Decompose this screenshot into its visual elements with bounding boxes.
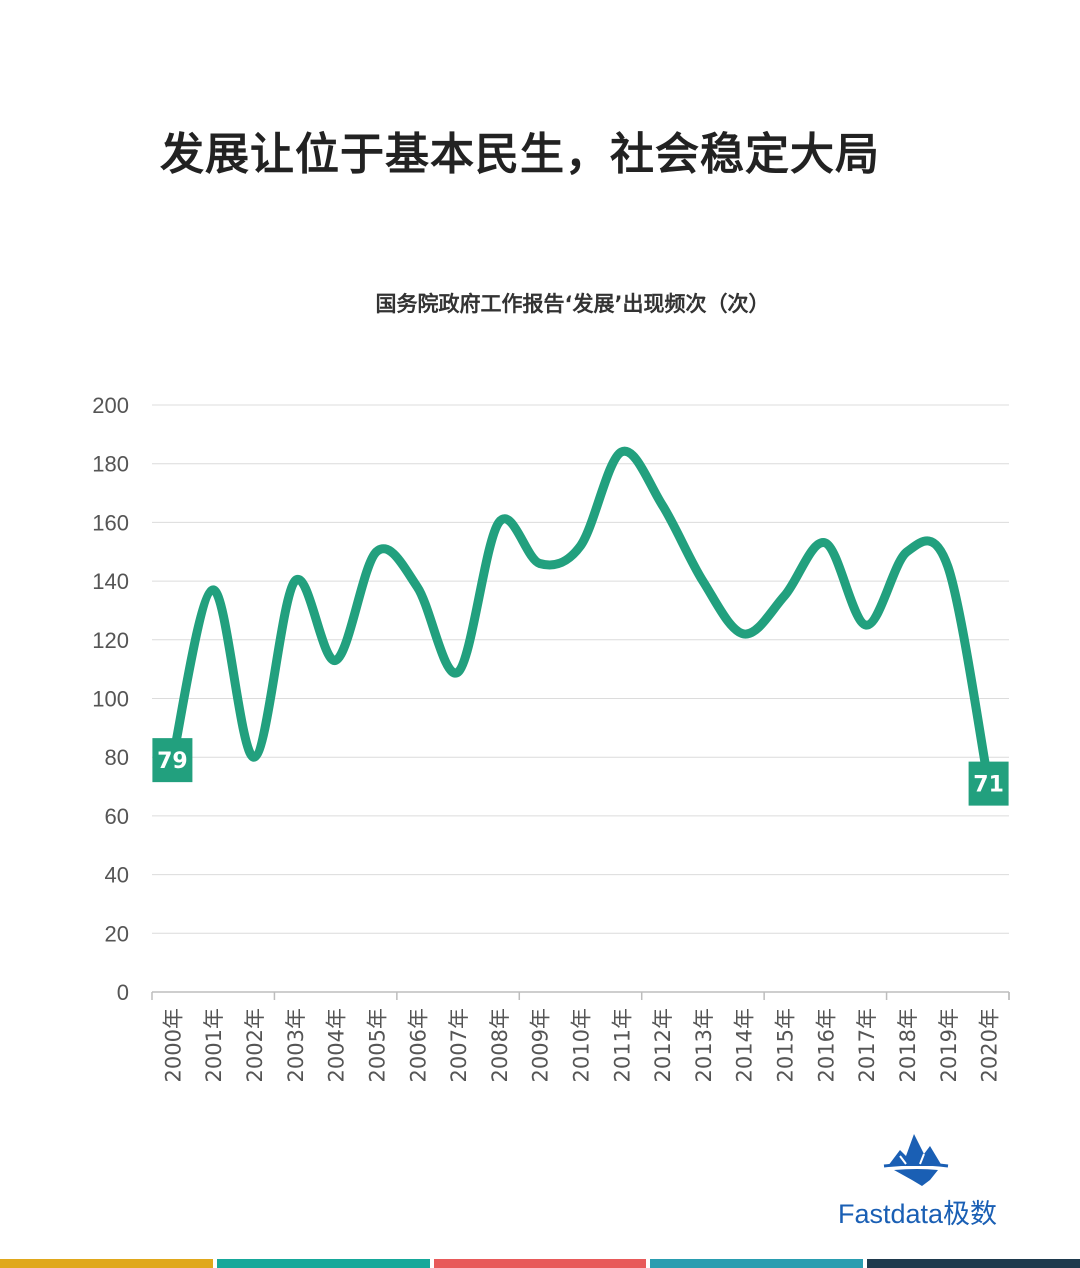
chart-title: 国务院政府工作报告‘发展’出现频次（次）	[375, 292, 770, 316]
x-tick-label: 2000年	[161, 1008, 185, 1082]
y-tick-label: 80	[105, 745, 129, 770]
y-tick-label: 20	[105, 921, 129, 946]
y-tick-label: 60	[105, 804, 129, 829]
y-tick-label: 0	[117, 980, 129, 1005]
y-tick-label: 160	[92, 510, 129, 535]
x-tick-label: 2008年	[488, 1008, 512, 1082]
x-tick-label: 2016年	[814, 1008, 838, 1082]
data-labels: 79 71	[152, 738, 1009, 806]
footer-stripe	[867, 1259, 1080, 1268]
x-tick-label: 2014年	[733, 1008, 757, 1082]
y-tick-label: 100	[92, 687, 129, 712]
x-tick-label: 2001年	[202, 1008, 226, 1082]
grid-lines	[152, 404, 1009, 934]
x-tick-label: 2003年	[284, 1008, 308, 1082]
x-tick-label: 2017年	[855, 1008, 879, 1082]
y-tick-label: 40	[105, 863, 129, 888]
y-tick-label: 200	[92, 393, 129, 418]
footer-stripe	[650, 1259, 864, 1268]
footer-stripe	[216, 1259, 430, 1268]
footer-stripe	[433, 1259, 647, 1268]
x-tick-label: 2012年	[651, 1008, 675, 1082]
x-tick-label: 2019年	[937, 1008, 961, 1082]
y-tick-label: 180	[92, 452, 129, 477]
data-label-box	[968, 761, 1009, 806]
y-tick-labels: 0 20 40 60 80 100 120 140 160 180 200	[92, 393, 129, 1005]
x-tick-label: 2015年	[774, 1008, 798, 1082]
x-tick-label: 2007年	[447, 1008, 471, 1082]
x-tick-label: 2002年	[243, 1008, 267, 1082]
data-label-box	[152, 738, 193, 783]
logo-text: Fastdata极数	[838, 1199, 998, 1229]
headline: 发展让位于基本民生，社会稳定大局	[160, 129, 880, 180]
y-tick-label: 120	[92, 628, 129, 653]
x-tick-label: 2005年	[365, 1008, 389, 1082]
footer-stripes	[0, 1259, 1080, 1268]
footer-stripe	[0, 1259, 213, 1268]
x-tick-label: 2006年	[406, 1008, 430, 1082]
x-tick-label: 2004年	[325, 1008, 349, 1082]
logo: Fastdata极数	[838, 1128, 1008, 1229]
data-label: 79	[157, 749, 188, 774]
y-tick-label: 140	[92, 569, 129, 594]
x-tick-label: 2010年	[570, 1008, 594, 1082]
x-tick-label: 2013年	[692, 1008, 716, 1082]
x-tick-label: 2011年	[610, 1008, 634, 1082]
x-tick-label: 2018年	[896, 1008, 920, 1082]
x-tick-label: 2009年	[529, 1008, 553, 1082]
iceberg-icon	[883, 1134, 949, 1186]
series	[167, 446, 994, 789]
x-tick-labels: 2000年 2001年 2002年 2003年 2004年 2005年 2006年 2007年…	[161, 1008, 1001, 1082]
axes	[151, 991, 1010, 1000]
data-label: 71	[973, 773, 1004, 798]
x-tick-label: 2020年	[978, 1008, 1002, 1082]
series-line	[167, 446, 994, 789]
